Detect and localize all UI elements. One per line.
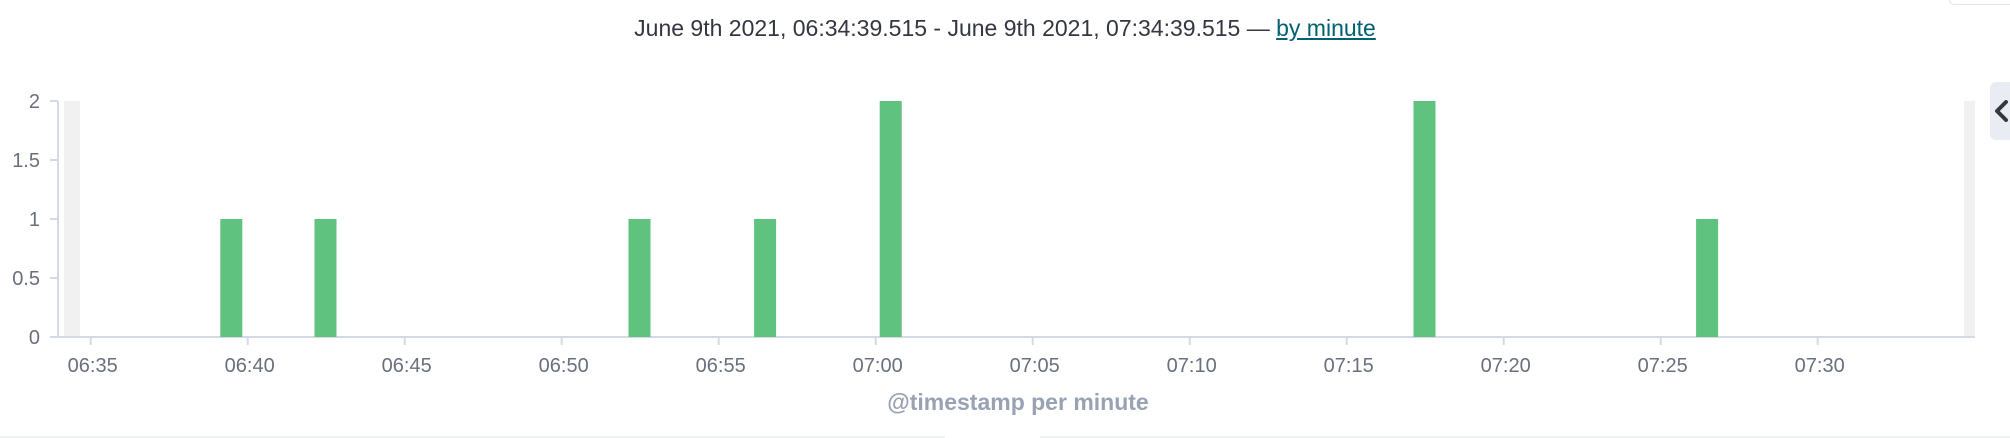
collapse-sidebar-button[interactable]: [1990, 82, 2010, 140]
x-axis-label: @timestamp per minute: [887, 389, 1149, 415]
x-tick-label: 07:00: [853, 355, 903, 377]
y-tick-label: 1: [29, 209, 40, 231]
x-tick-label: 06:50: [539, 355, 589, 377]
x-tick-label: 07:30: [1795, 355, 1845, 377]
y-tick-label: 0: [29, 327, 40, 349]
bar: [1413, 101, 1436, 337]
x-tick-label: 07:10: [1167, 355, 1217, 377]
x-tick-label: 06:45: [382, 355, 432, 377]
y-tick-label: 1.5: [12, 150, 40, 172]
divider: [0, 436, 945, 438]
bar: [1696, 219, 1719, 337]
bar: [314, 219, 337, 337]
x-tick-label: 06:55: [696, 355, 746, 377]
x-tick-label: 07:15: [1324, 355, 1374, 377]
time-range-text: June 9th 2021, 06:34:39.515 - June 9th 2…: [634, 15, 1270, 41]
y-tick-label: 0.5: [12, 268, 40, 290]
x-tick-label: 06:40: [225, 355, 275, 377]
bar: [628, 219, 651, 337]
bar: [879, 101, 902, 337]
bar: [220, 219, 243, 337]
interval-link[interactable]: by minute: [1276, 15, 1376, 41]
chart-header: June 9th 2021, 06:34:39.515 - June 9th 2…: [0, 8, 2010, 48]
out-of-range-band: [64, 101, 80, 337]
x-tick-label: 07:05: [1010, 355, 1060, 377]
chevron-left-icon: [1995, 100, 2008, 122]
x-tick-label: 06:35: [68, 355, 118, 377]
x-tick-label: 07:25: [1638, 355, 1688, 377]
x-tick-label: 07:20: [1481, 355, 1531, 377]
bar: [754, 219, 777, 337]
y-tick-label: 2: [29, 91, 40, 113]
panel-corner: [1949, 0, 2010, 5]
divider: [1040, 436, 2010, 438]
out-of-range-band: [1963, 101, 1975, 337]
